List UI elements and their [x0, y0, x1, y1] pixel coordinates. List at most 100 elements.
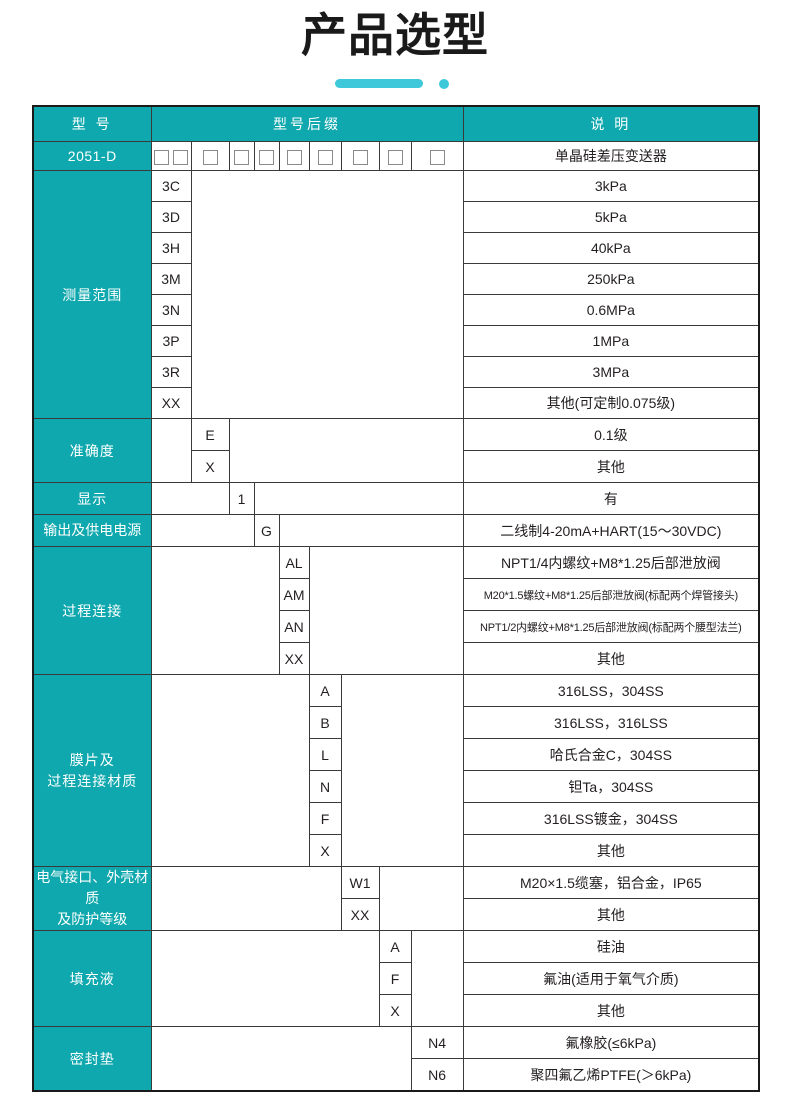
code-cell: F [378, 962, 412, 996]
checkbox-cell-6[interactable] [308, 141, 342, 172]
checkbox-cell-7[interactable] [340, 141, 380, 172]
desc-cell: 316LSS镀金，304SS [462, 802, 760, 836]
desc-cell: 聚四氟乙烯PTFE(＞6kPa) [462, 1058, 760, 1092]
table-row: 膜片及 过程连接材质 A 316LSS，304SS [32, 674, 760, 868]
checkbox-icon[interactable] [202, 149, 218, 165]
spacer-cell [253, 482, 464, 516]
desc-cell: 5kPa [462, 201, 760, 234]
code-cell: N [308, 770, 342, 804]
desc-cell: 其他(可定制0.075级) [462, 387, 760, 420]
table-row: B 316LSS，316LSS [33, 706, 760, 740]
desc-cell: 其他 [462, 994, 760, 1028]
desc-cell: 250kPa [462, 263, 760, 296]
table-row: AN NPT1/2内螺纹+M8*1.25后部泄放阀(标配两个腰型法兰) [33, 610, 760, 644]
checkbox-cell-2[interactable] [190, 141, 230, 172]
section-label-line1: 电气接口、外壳材质 [36, 869, 149, 907]
desc-cell: 3MPa [462, 356, 760, 389]
code-cell: 3C [150, 170, 192, 203]
checkbox-cell-3[interactable] [228, 141, 255, 172]
spacer-cell [378, 866, 464, 932]
code-cell: A [308, 674, 342, 708]
header-model: 型 号 [32, 105, 152, 143]
checkbox-icon[interactable] [173, 149, 188, 165]
desc-cell: 硅油 [462, 930, 760, 964]
table-row: X 其他 [33, 834, 760, 868]
section-label-accuracy: 准确度 [32, 418, 152, 484]
page-title: 产品选型 [301, 9, 489, 61]
desc-cell: M20*1.5螺纹+M8*1.25后部泄放阀(标配两个焊管接头) [462, 578, 760, 612]
desc-cell: 1MPa [462, 325, 760, 358]
checkbox-icon[interactable] [352, 149, 368, 165]
checkbox-icon[interactable] [317, 149, 333, 165]
checkbox-cell-5[interactable] [278, 141, 310, 172]
model-code-cell: 2051-D [32, 141, 152, 172]
table-row: 填充液 A 硅油 [32, 930, 760, 1028]
checkbox-cell-8[interactable] [378, 141, 412, 172]
code-cell: A [378, 930, 412, 964]
section-label-line2: 过程连接材质 [47, 772, 138, 789]
desc-cell: 0.6MPa [462, 294, 760, 327]
table-row: 准确度 E 0.1级 [32, 418, 760, 484]
spacer-cell [308, 546, 464, 676]
table-row: 过程连接 AL NPT1/4内螺纹+M8*1.25后部泄放阀 [32, 546, 760, 676]
section-label-line1: 膜片及 [69, 752, 115, 769]
checkbox-cell-1[interactable] [150, 141, 192, 172]
header-description: 说 明 [462, 105, 760, 143]
table-row: 3N 0.6MPa [33, 294, 760, 327]
section-label-output-power: 输出及供电电源 [32, 514, 152, 548]
desc-cell: 其他 [462, 642, 760, 676]
desc-cell: 哈氏合金C，304SS [462, 738, 760, 772]
table-row: AM M20*1.5螺纹+M8*1.25后部泄放阀(标配两个焊管接头) [33, 578, 760, 612]
product-selection-table-wrap: 型 号 型号后缀 说 明 2051-D 单晶硅差压变送器 测量范围 3C 3kP… [32, 105, 761, 1093]
table-row: X 其他 [33, 450, 760, 484]
checkbox-icon[interactable] [429, 149, 445, 165]
code-cell: XX [278, 642, 310, 676]
title-block: 产品选型 [0, 0, 790, 90]
checkbox-icon[interactable] [259, 149, 274, 165]
desc-cell: 氟油(适用于氧气介质) [462, 962, 760, 996]
checkbox-cell-9[interactable] [410, 141, 464, 172]
section-label-line2: 及防护等级 [57, 911, 128, 928]
code-cell: 3P [150, 325, 192, 358]
code-cell: 3N [150, 294, 192, 327]
code-cell: 3D [150, 201, 192, 234]
spacer-cell [150, 546, 280, 676]
desc-cell: 316LSS，316LSS [462, 706, 760, 740]
code-cell: AM [278, 578, 310, 612]
section-label-fill-fluid: 填充液 [32, 930, 152, 1028]
code-cell: 3M [150, 263, 192, 296]
table-row: 电气接口、外壳材质 及防护等级 W1 M20×1.5缆塞，铝合金，IP65 [32, 866, 760, 932]
checkbox-icon[interactable] [154, 149, 169, 165]
spacer-cell [150, 1026, 412, 1092]
code-cell: 1 [228, 482, 255, 516]
checkbox-cell-4[interactable] [253, 141, 280, 172]
code-cell: N6 [410, 1058, 464, 1092]
section-label-display: 显示 [32, 482, 152, 516]
model-row: 2051-D 单晶硅差压变送器 [32, 141, 760, 172]
header-suffix: 型号后缀 [150, 105, 464, 143]
spacer-cell [190, 170, 464, 420]
code-cell: XX [150, 387, 192, 420]
desc-cell: 其他 [462, 450, 760, 484]
spacer-cell [228, 418, 464, 484]
table-row: N6 聚四氟乙烯PTFE(＞6kPa) [33, 1058, 760, 1092]
code-cell: W1 [340, 866, 380, 900]
code-cell: N4 [410, 1026, 464, 1060]
table-row: 3P 1MPa [33, 325, 760, 358]
code-cell: 3R [150, 356, 192, 389]
table-row: 密封垫 N4 氟橡胶(≤6kPa) [32, 1026, 760, 1092]
section-label-process-connection: 过程连接 [32, 546, 152, 676]
spacer-cell [150, 930, 380, 1028]
spacer-cell [150, 514, 255, 548]
desc-cell: 有 [462, 482, 760, 516]
desc-cell: 316LSS，304SS [462, 674, 760, 708]
spacer-cell [340, 674, 464, 868]
code-cell: AL [278, 546, 310, 580]
code-cell: B [308, 706, 342, 740]
table-row: 显示 1 有 [32, 482, 760, 516]
checkbox-icon[interactable] [286, 149, 302, 165]
checkbox-icon[interactable] [387, 149, 403, 165]
checkbox-icon[interactable] [234, 149, 249, 165]
section-label-measuring-range: 测量范围 [32, 170, 152, 420]
spacer-cell [150, 674, 310, 868]
